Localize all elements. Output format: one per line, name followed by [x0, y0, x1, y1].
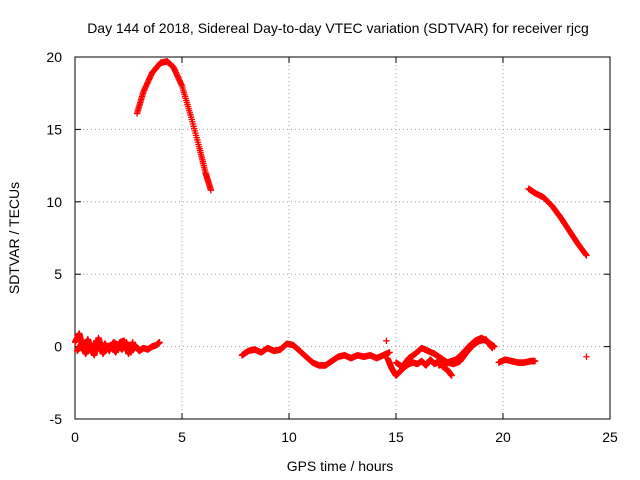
y-tick-label: 10 — [46, 194, 62, 210]
axis-ticks: 0 5 10 15 20 25 -5 0 5 10 15 20 — [46, 49, 618, 445]
data-point — [531, 357, 539, 365]
x-tick-label: 20 — [495, 429, 511, 445]
data-point — [448, 372, 455, 379]
data-marks — [71, 58, 590, 379]
outlier-point — [583, 353, 590, 360]
y-tick-label: -5 — [50, 411, 63, 427]
y-tick-label: 20 — [46, 49, 62, 65]
x-tick-label: 25 — [602, 429, 618, 445]
x-tick-label: 10 — [281, 429, 297, 445]
data-point — [386, 349, 393, 356]
chart-title: Day 144 of 2018, Sidereal Day-to-day VTE… — [87, 20, 589, 36]
x-tick-label: 0 — [71, 429, 79, 445]
data-point — [156, 339, 163, 346]
x-axis-label: GPS time / hours — [287, 458, 394, 474]
x-tick-label: 15 — [388, 429, 404, 445]
data-point — [491, 343, 498, 350]
outlier-point — [383, 337, 390, 345]
data-point — [583, 252, 590, 259]
x-tick-label: 5 — [178, 429, 186, 445]
y-tick-label: 0 — [54, 339, 62, 355]
y-tick-label: 5 — [54, 266, 62, 282]
data-point — [207, 187, 215, 194]
y-tick-label: 15 — [46, 121, 62, 137]
plot-frame — [74, 56, 611, 420]
y-axis-label: SDTVAR / TECUs — [6, 182, 22, 294]
grid — [75, 57, 610, 419]
data-point — [129, 339, 136, 346]
